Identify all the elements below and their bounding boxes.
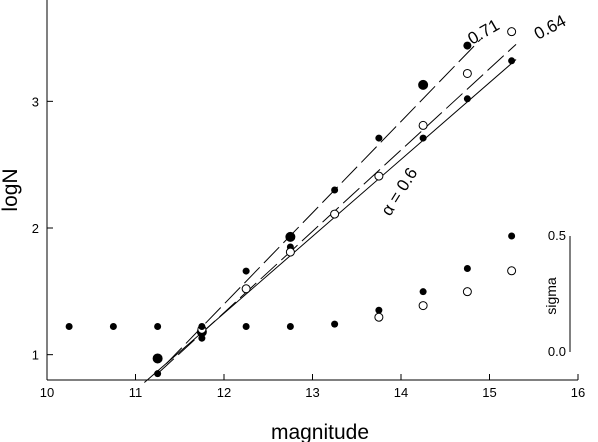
- data-point-filled: [109, 322, 117, 330]
- data-point-filled: [198, 334, 206, 342]
- data-point-filled: [375, 306, 383, 314]
- data-point-open: [330, 209, 340, 219]
- data-point-filled: [242, 267, 250, 275]
- x-tick-label: 12: [217, 385, 231, 400]
- data-point-open: [507, 27, 517, 37]
- x-axis-title: magnitude: [271, 421, 369, 442]
- data-point-open: [462, 287, 472, 297]
- y-tick-label: 2: [32, 221, 39, 236]
- y-tick-label: 1: [32, 348, 39, 363]
- x-tick-label: 10: [40, 385, 54, 400]
- data-point-filled: [154, 322, 162, 330]
- data-point-filled: [375, 134, 383, 142]
- data-points: [152, 27, 517, 378]
- data-point-filled-large: [152, 353, 163, 364]
- data-point-filled: [65, 322, 73, 330]
- data-point-filled: [242, 322, 250, 330]
- data-point-open: [507, 266, 517, 276]
- data-point-filled: [463, 264, 471, 272]
- inset-tick-label: 0.5: [548, 228, 566, 243]
- data-point-open: [418, 301, 428, 311]
- data-point-filled: [331, 320, 339, 328]
- data-point-filled: [286, 322, 294, 330]
- data-point-filled-star: [463, 41, 472, 50]
- y-tick-label: 3: [32, 94, 39, 109]
- data-point-filled-large: [418, 79, 429, 90]
- data-point-filled-large: [285, 231, 296, 242]
- fit-line: [166, 38, 482, 364]
- data-point-filled: [198, 322, 206, 330]
- x-tick-label: 13: [305, 385, 319, 400]
- data-point-filled: [508, 232, 516, 240]
- x-tick-label: 15: [482, 385, 496, 400]
- x-tick-label: 11: [129, 385, 143, 400]
- data-point-open: [374, 312, 384, 322]
- data-point-open: [241, 284, 251, 294]
- data-point-filled: [419, 134, 427, 142]
- data-point-filled: [463, 95, 471, 103]
- x-tick-label: 16: [571, 385, 585, 400]
- data-point-open: [418, 120, 428, 130]
- y-axis-title: logN: [0, 168, 22, 211]
- inset-axis-label: sigma: [543, 277, 559, 315]
- data-point-open: [285, 247, 295, 257]
- data-point-filled: [331, 186, 339, 194]
- data-point-open: [374, 171, 384, 181]
- sigma-inset: 0.0 0.5: [65, 228, 571, 359]
- data-point-filled: [508, 57, 516, 65]
- x-tick-label: 14: [394, 385, 408, 400]
- fit-line: [157, 43, 517, 375]
- inset-tick-label: 0.0: [548, 344, 566, 359]
- data-point-filled: [419, 288, 427, 296]
- data-point-open: [462, 68, 472, 78]
- data-point-filled: [154, 370, 162, 378]
